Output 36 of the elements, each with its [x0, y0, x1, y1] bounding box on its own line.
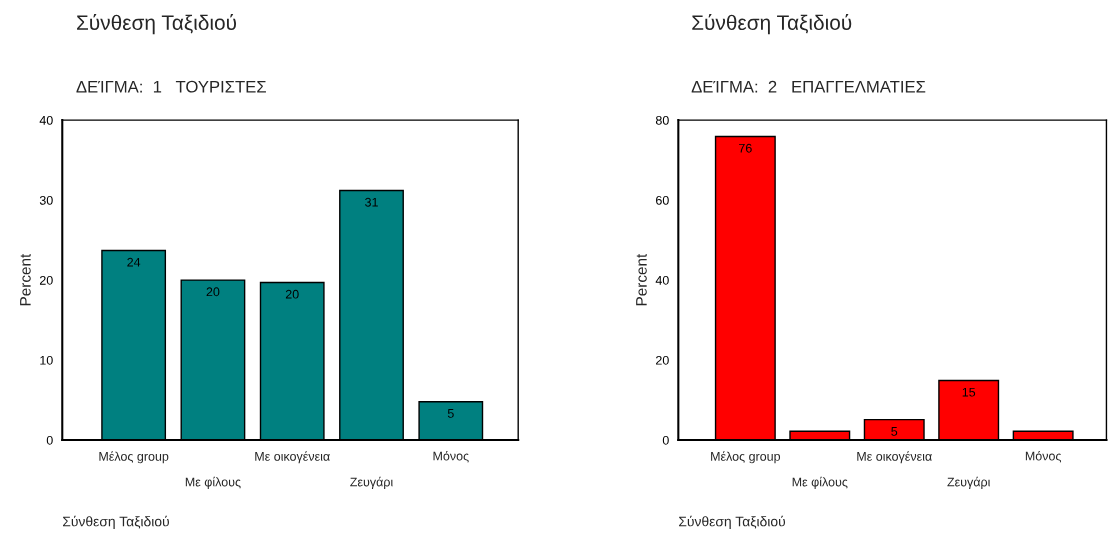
y-tick-label: 40 — [39, 115, 53, 125]
y-tick-label: 40 — [655, 275, 669, 285]
x-tick-label: Ζευγάρι — [350, 476, 393, 489]
y-tick-label: 20 — [656, 355, 669, 365]
data-label: 5 — [891, 427, 898, 436]
chart-title: Σύνθεση Ταξιδιού — [77, 14, 237, 35]
data-label: 15 — [962, 387, 976, 397]
data-label: 20 — [285, 289, 299, 299]
chart-title: Σύνθεση Ταξιδιού — [692, 14, 852, 35]
x-tick-label: Μόνος — [1025, 450, 1062, 463]
y-tick-label: 80 — [655, 115, 669, 125]
y-tick-label: 20 — [39, 275, 53, 285]
chart-subtitle: ΔΕΊΓΜΑ: 2 ΕΠΑΓΓΕΛΜΑΤΙΕΣ — [691, 80, 926, 93]
x-axis-title: Σύνθεση Ταξιδιού — [679, 515, 786, 530]
data-label: 24 — [127, 257, 141, 267]
x-tick-label: Μόνος — [433, 450, 469, 463]
x-tick-label: Με φίλους — [792, 476, 848, 489]
x-tick-label: Με οικογένεια — [857, 451, 932, 464]
y-tick-label: 10 — [40, 355, 53, 365]
y-tick-label: 0 — [46, 435, 53, 445]
y-tick-label: 0 — [662, 435, 669, 445]
x-tick-label: Με φίλους — [185, 476, 241, 489]
x-axis-title: Σύνθεση Ταξιδιού — [63, 515, 169, 530]
chart-subtitle: ΔΕΊΓΜΑ: 1 ΤΟΥΡΙΣΤΕΣ — [76, 80, 266, 93]
y-axis-title: Percent — [20, 253, 31, 306]
y-tick-label: 30 — [39, 195, 53, 205]
y-axis-title: Percent — [636, 253, 647, 306]
x-tick-label: Με οικογένεια — [255, 451, 330, 464]
x-tick-label: Μέλος group — [99, 451, 169, 464]
data-label: 76 — [739, 143, 752, 153]
data-label: 20 — [206, 287, 220, 297]
data-label: 31 — [365, 197, 378, 207]
x-tick-label: Μέλος group — [711, 451, 781, 464]
data-label: 5 — [447, 409, 454, 418]
x-tick-label: Ζευγάρι — [947, 476, 991, 489]
y-tick-label: 60 — [656, 195, 669, 205]
